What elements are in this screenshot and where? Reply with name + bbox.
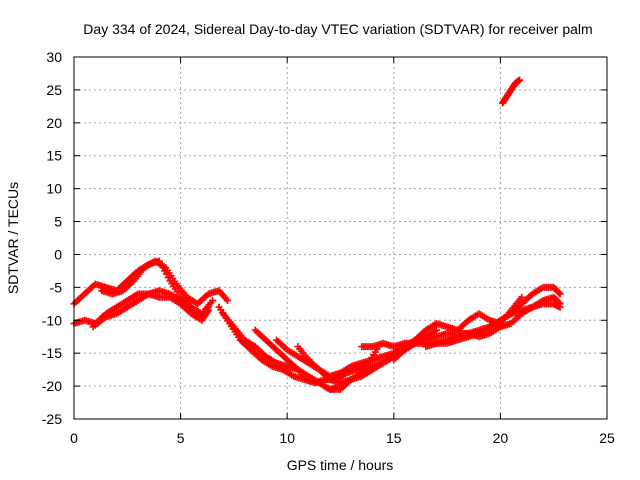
data-point [432,326,440,334]
y-tick-label: -5 [50,279,63,295]
data-point [555,289,563,297]
data-point [556,303,564,311]
data-point [516,76,524,84]
y-tick-label: -15 [42,345,62,361]
data-points [70,76,564,393]
y-tick-label: 10 [46,181,62,197]
data-point [518,293,526,301]
y-tick-label: -25 [42,411,62,427]
data-point [556,290,564,298]
grid [74,57,607,419]
x-tick-label: 10 [279,430,295,446]
y-tick-label: 25 [46,82,62,98]
x-tick-label: 5 [177,430,185,446]
chart-title: Day 334 of 2024, Sidereal Day-to-day VTE… [83,21,592,37]
series-arc12 [422,300,564,351]
y-tick-label: 0 [54,246,62,262]
y-tick-label: 30 [46,49,62,65]
x-axis-label: GPS time / hours [287,457,394,473]
x-tick-label: 0 [70,430,78,446]
y-tick-label: 20 [46,115,62,131]
series-arc4 [89,287,212,331]
plot-frame [73,56,608,420]
y-tick-label: -10 [42,312,62,328]
axis-ticks: 0 5 10 15 20 25 -25 -20 -15 -10 -5 0 5 10 15 20 25 30 [42,49,615,446]
data-point [204,303,212,311]
data-point [224,297,232,305]
y-tick-label: 5 [54,214,62,230]
data-point [209,297,217,305]
series-arc3 [98,257,232,308]
series-arc10 [358,283,564,351]
y-axis-label: SDTVAR / TECUs [5,182,21,294]
y-tick-label: -20 [42,378,62,394]
x-tick-label: 15 [386,430,402,446]
series-arc13 [499,76,524,107]
x-tick-label: 25 [599,430,615,446]
y-tick-label: 15 [46,148,62,164]
x-tick-label: 20 [493,430,509,446]
